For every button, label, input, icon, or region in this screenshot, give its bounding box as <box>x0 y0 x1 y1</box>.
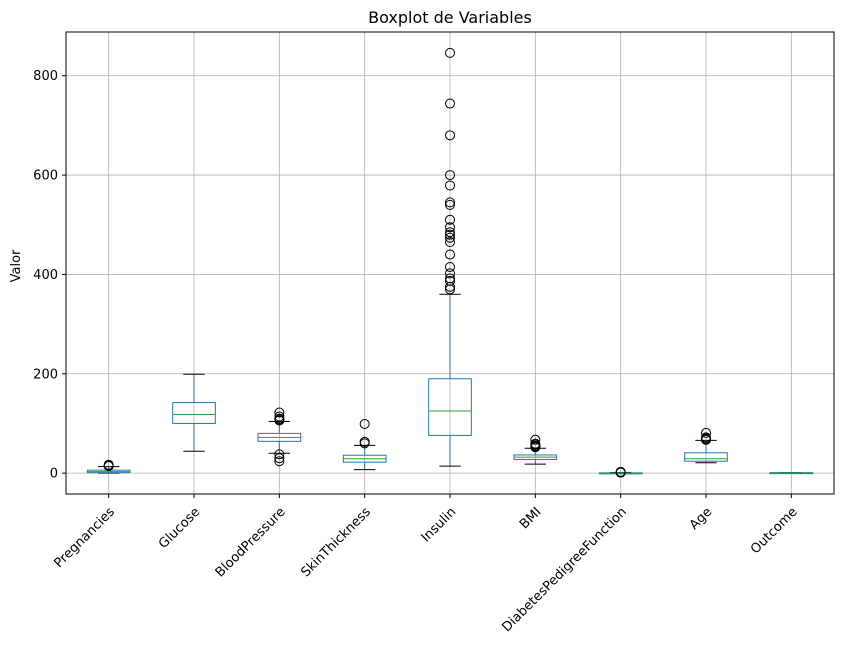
x-tick-label: Outcome <box>748 505 801 558</box>
box-diabetespedigreefunction <box>598 466 643 478</box>
outlier-point <box>445 227 455 238</box>
grid <box>66 32 834 494</box>
y-axis-label: Valor <box>9 249 24 282</box>
outlier-point <box>359 418 370 429</box>
outlier-point <box>445 130 455 141</box>
y-tick-label: 200 <box>33 367 58 382</box>
outlier-point <box>445 180 455 191</box>
box-iqr <box>684 452 728 462</box>
outlier-point <box>445 275 455 286</box>
outlier-point <box>274 411 285 422</box>
outlier-point <box>445 268 455 279</box>
outlier-point <box>445 284 455 295</box>
outlier-point <box>445 214 455 225</box>
chart-title: Boxplot de Variables <box>368 8 532 27</box>
outlier-point <box>274 456 285 467</box>
y-tick-label: 600 <box>33 169 58 184</box>
box-insulin <box>428 47 472 467</box>
y-axis: 0 200 400 600 800 <box>33 69 66 482</box>
outlier-point <box>274 407 285 418</box>
outlier-point <box>445 170 455 181</box>
outlier-point <box>445 281 455 292</box>
outlier-point <box>445 47 455 58</box>
x-tick-label: BMI <box>517 505 545 533</box>
outlier-point <box>274 449 285 460</box>
x-tick-label: Age <box>687 505 715 533</box>
box-outcome <box>769 472 814 475</box>
outlier-point <box>274 453 285 464</box>
box-iqr <box>172 402 216 424</box>
outlier-point <box>445 197 455 208</box>
outlier-point <box>445 222 455 233</box>
outlier-point <box>701 432 711 443</box>
box-bmi <box>513 434 558 465</box>
outlier-point <box>103 459 114 470</box>
x-tick-label: Glucose <box>156 505 203 552</box>
y-tick-label: 800 <box>33 69 58 84</box>
outlier-point <box>445 237 455 248</box>
outlier-point <box>359 436 370 447</box>
boxes <box>86 47 814 478</box>
box-pregnancies <box>86 459 131 474</box>
y-tick-label: 0 <box>50 467 58 482</box>
y-tick-label: 400 <box>33 268 58 283</box>
x-tick-label: Insulin <box>419 505 460 546</box>
outlier-point <box>445 232 455 243</box>
box-glucose <box>172 373 216 452</box>
outlier-point <box>445 229 455 240</box>
outlier-point <box>445 273 455 284</box>
box-iqr <box>428 378 472 436</box>
x-tick-label: Pregnancies <box>52 505 119 572</box>
outlier-point <box>445 98 455 109</box>
outlier-point <box>615 466 626 477</box>
box-bloodpressure <box>257 407 302 467</box>
outlier-point <box>530 434 541 445</box>
outlier-point <box>530 438 541 449</box>
outlier-point <box>445 249 455 260</box>
outlier-point <box>701 427 711 438</box>
x-tick-label: BloodPressure <box>213 505 289 581</box>
box-age <box>684 427 728 464</box>
x-tick-label: SkinThickness <box>298 505 374 581</box>
outlier-point <box>445 199 455 210</box>
outlier-point <box>445 261 455 272</box>
x-axis: Pregnancies Glucose BloodPressure SkinThick… <box>52 494 801 635</box>
box-skinthickness <box>342 418 387 471</box>
